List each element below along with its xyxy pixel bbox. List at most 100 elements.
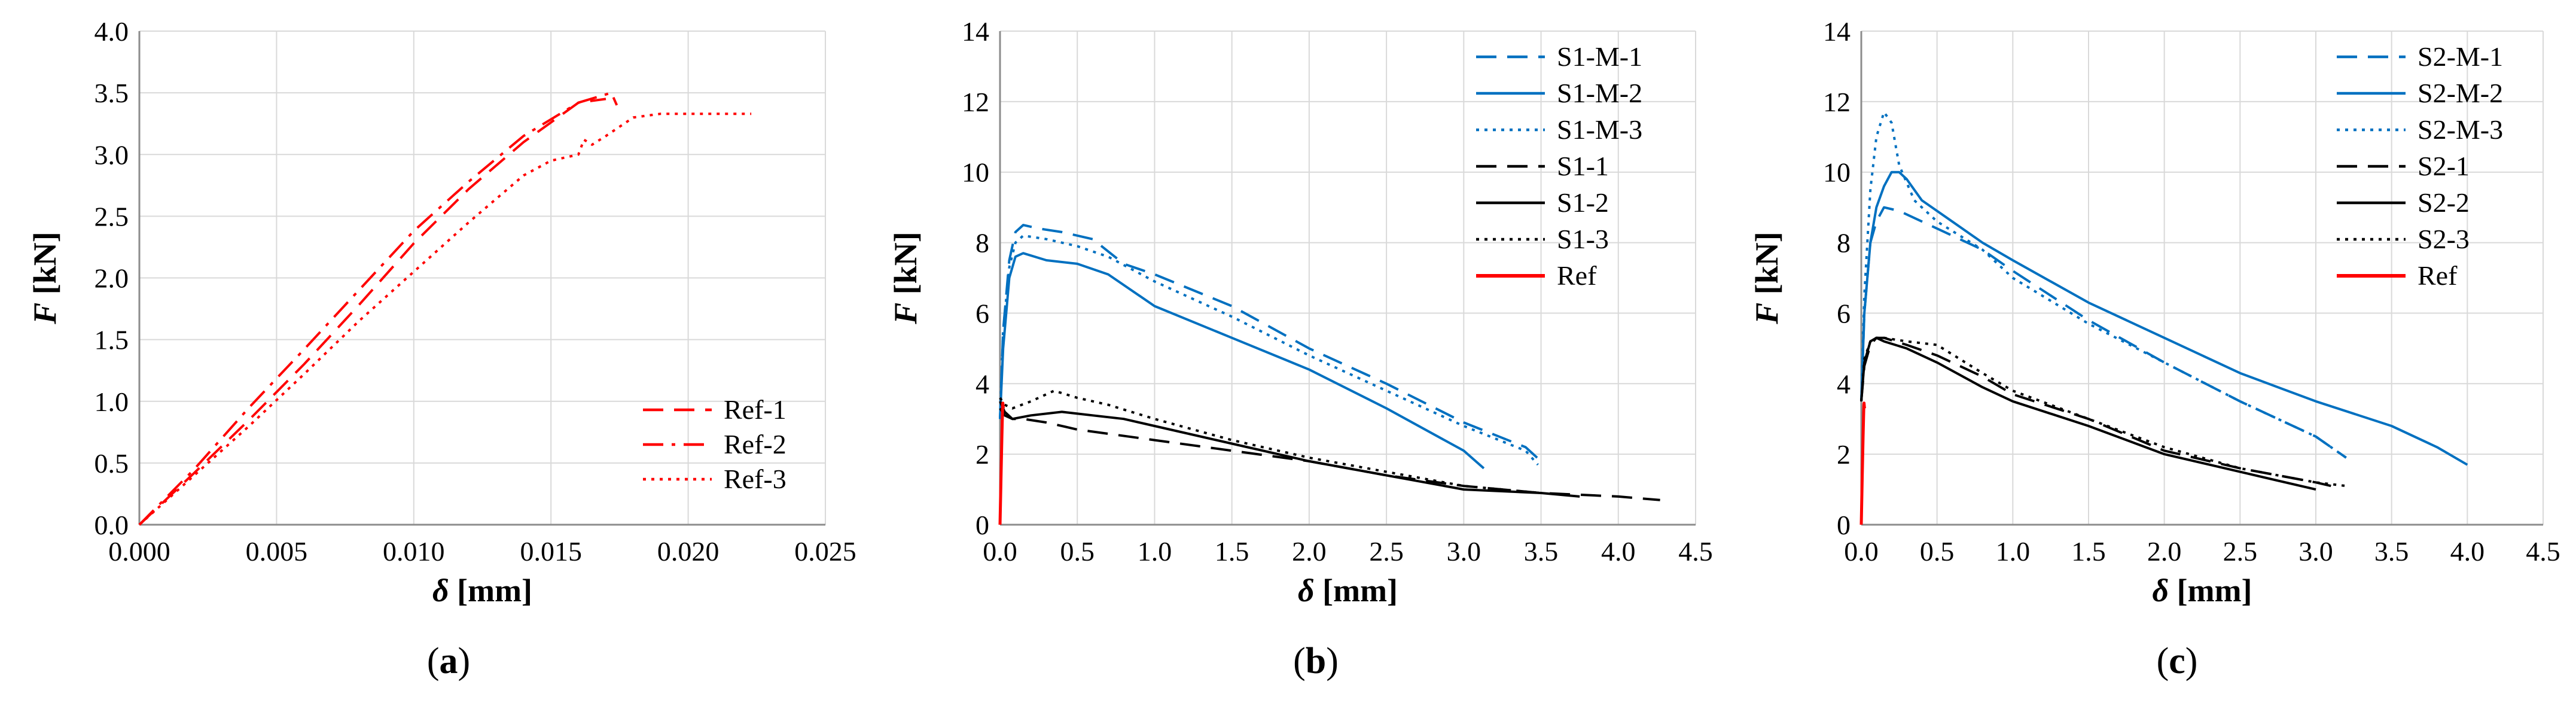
y-tick-label: 2 xyxy=(1837,439,1851,470)
caption-letter: a xyxy=(440,641,458,681)
y-tick-label: 10 xyxy=(962,157,989,188)
x-axis-symbol: δ xyxy=(1298,573,1315,608)
y-tick-label: 1.0 xyxy=(94,387,129,417)
y-axis-unit: [kN] xyxy=(27,232,63,303)
x-axis-unit: [mm] xyxy=(1315,573,1398,608)
legend-label-s1-m-3: S1-M-3 xyxy=(1557,114,1642,145)
series-line-ref xyxy=(1859,401,1867,525)
y-axis-title: F [kN] xyxy=(1749,232,1785,325)
panel-caption: (a) xyxy=(427,641,470,681)
y-tick-label: 12 xyxy=(962,87,989,117)
series-line-s2-m-2 xyxy=(1860,171,2468,466)
series-line-s2-m-3 xyxy=(1860,111,2347,459)
x-tick-label: 3.5 xyxy=(1524,536,1559,567)
legend-label-s1-m-1: S1-M-1 xyxy=(1557,41,1642,72)
y-tick-label: 4 xyxy=(975,369,989,399)
y-axis-unit: [kN] xyxy=(888,232,923,303)
x-tick-label: 2.5 xyxy=(1369,536,1404,567)
legend-label-s1-3: S1-3 xyxy=(1557,224,1609,254)
y-axis-symbol: F xyxy=(27,303,63,325)
caption-close-paren: ) xyxy=(1326,641,1339,681)
x-axis-symbol: δ xyxy=(2152,573,2169,608)
panel-caption: (c) xyxy=(2157,641,2198,681)
legend-label-s1-m-2: S1-M-2 xyxy=(1557,78,1642,108)
legend-label-s2-m-1: S2-M-1 xyxy=(2418,41,2503,72)
x-axis-title: δ [mm] xyxy=(1298,573,1398,608)
series-line-s1-m-3 xyxy=(999,234,1539,466)
y-tick-label: 0.5 xyxy=(94,448,129,479)
x-tick-label: 0.0 xyxy=(1844,536,1879,567)
x-tick-label: 0.000 xyxy=(108,536,170,567)
x-axis-title: δ [mm] xyxy=(2152,573,2252,608)
y-axis-symbol: F xyxy=(888,303,923,325)
y-tick-label: 2 xyxy=(975,439,989,470)
series-line-s2-m-1 xyxy=(1860,206,2347,459)
series-line-s1-2 xyxy=(999,400,1580,498)
series-line-ref-1 xyxy=(138,98,606,526)
y-tick-label: 14 xyxy=(962,16,989,47)
series-line-s2-3 xyxy=(1860,336,2346,488)
legend-label-s1-2: S1-2 xyxy=(1557,187,1609,218)
x-tick-label: 3.5 xyxy=(2374,536,2409,567)
y-tick-label: 4 xyxy=(1837,369,1851,399)
x-tick-label: 4.5 xyxy=(2526,536,2560,567)
x-tick-label: 0.020 xyxy=(657,536,720,567)
legend-label-s2-1: S2-1 xyxy=(2418,151,2470,181)
legend-label-s2-m-2: S2-M-2 xyxy=(2418,78,2503,108)
x-axis-symbol: δ xyxy=(432,573,449,608)
legend-label-s2-m-3: S2-M-3 xyxy=(2418,114,2503,145)
series-line-ref-2 xyxy=(138,92,618,526)
caption-letter: c xyxy=(2169,641,2185,681)
caption-close-paren: ) xyxy=(2185,641,2198,681)
caption-close-paren: ) xyxy=(458,641,471,681)
legend-label-ref: Ref xyxy=(1557,260,1597,291)
y-axis-symbol: F xyxy=(1749,303,1785,325)
x-tick-label: 1.5 xyxy=(1215,536,1249,567)
panel-caption: (b) xyxy=(1293,641,1339,681)
x-tick-label: 0.010 xyxy=(383,536,445,567)
series-line-ref xyxy=(998,401,1005,525)
x-tick-label: 0.5 xyxy=(1060,536,1095,567)
x-tick-label: 2.0 xyxy=(2147,536,2182,567)
y-axis-title: F [kN] xyxy=(888,232,923,325)
legend-label-ref: Ref xyxy=(2418,260,2458,291)
series-line-s1-m-2 xyxy=(999,252,1485,470)
x-tick-label: 4.0 xyxy=(2450,536,2485,567)
chart-b: 0.0 0.5 1.0 1.5 2.0 2.5 3.0 3.5 4.0 4.5 0 2 4 6 8 10 12 1… xyxy=(888,16,1713,681)
x-tick-label: 4.0 xyxy=(1601,536,1636,567)
y-tick-label: 6 xyxy=(1837,298,1851,328)
y-axis-title: F [kN] xyxy=(27,232,63,325)
chart-c: 0.0 0.5 1.0 1.5 2.0 2.5 3.0 3.5 4.0 4.5 0 2 4 6 8 10 12 1… xyxy=(1749,16,2560,681)
x-axis-unit: [mm] xyxy=(449,573,532,608)
y-tick-label: 0 xyxy=(975,510,989,540)
y-tick-label: 2.0 xyxy=(94,263,129,294)
x-tick-label: 0.0 xyxy=(983,536,1017,567)
x-tick-label: 0.5 xyxy=(1920,536,1955,567)
caption-open-paren: ( xyxy=(1293,641,1306,681)
y-tick-label: 8 xyxy=(975,228,989,258)
caption-open-paren: ( xyxy=(427,641,440,681)
x-tick-label: 0.015 xyxy=(520,536,582,567)
x-axis-unit: [mm] xyxy=(2169,573,2252,608)
y-tick-label: 12 xyxy=(1823,87,1851,117)
legend-label-ref-2: Ref-2 xyxy=(724,429,786,459)
x-tick-label: 1.0 xyxy=(1996,536,2031,567)
y-tick-label: 8 xyxy=(1837,228,1851,258)
x-tick-label: 3.0 xyxy=(2298,536,2333,567)
caption-open-paren: ( xyxy=(2157,641,2169,681)
x-tick-label: 1.0 xyxy=(1138,536,1172,567)
series-line-s1-3 xyxy=(999,389,1541,494)
y-tick-label: 0 xyxy=(1837,510,1851,540)
y-tick-label: 0.0 xyxy=(94,510,129,540)
y-axis-unit: [kN] xyxy=(1749,232,1785,303)
x-tick-label: 0.025 xyxy=(794,536,856,567)
y-tick-label: 6 xyxy=(975,298,989,328)
x-tick-label: 3.0 xyxy=(1447,536,1481,567)
legend-label-ref-1: Ref-1 xyxy=(724,394,786,425)
legend: S2-M-1 S2-M-2 S2-M-3 S2-1 S2-2 S2-3 Ref xyxy=(2337,41,2503,291)
x-tick-label: 2.0 xyxy=(1292,536,1327,567)
legend-label-s1-1: S1-1 xyxy=(1557,151,1609,181)
x-tick-label: 0.005 xyxy=(246,536,308,567)
x-tick-label: 1.5 xyxy=(2071,536,2106,567)
